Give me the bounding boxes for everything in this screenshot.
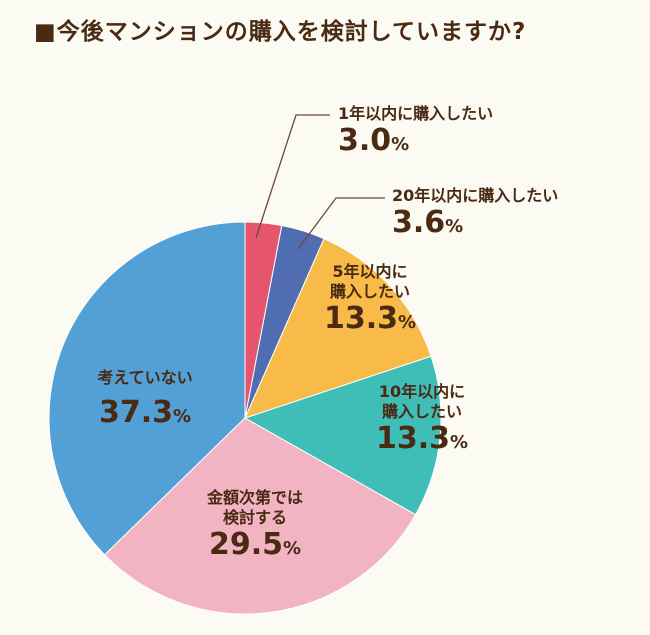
slice-label-0: 1年以内に購入したい 3.0% [338,104,494,158]
pie-slice-2 [244,237,432,419]
leader-line-1yr [255,114,330,239]
slice-label-2: 5年以内に購入したい 13.3% [323,262,417,336]
slice-label-3: 10年以内に購入したい 13.3% [375,382,469,456]
slice-label-5: 考えていない 37.3% [97,368,193,430]
leader-line-20yr [297,197,385,250]
slice-label-4: 金額次第では検討する 29.5% [206,488,303,562]
pie-slice-4 [103,417,417,615]
pie-slice-0 [244,221,283,419]
slice-label-1: 20年以内に購入したい 3.6% [392,186,559,240]
pie-slice-3 [243,355,442,516]
chart-title: ■今後マンションの購入を検討していますか? [34,19,527,45]
pie-slice-5 [48,221,246,556]
